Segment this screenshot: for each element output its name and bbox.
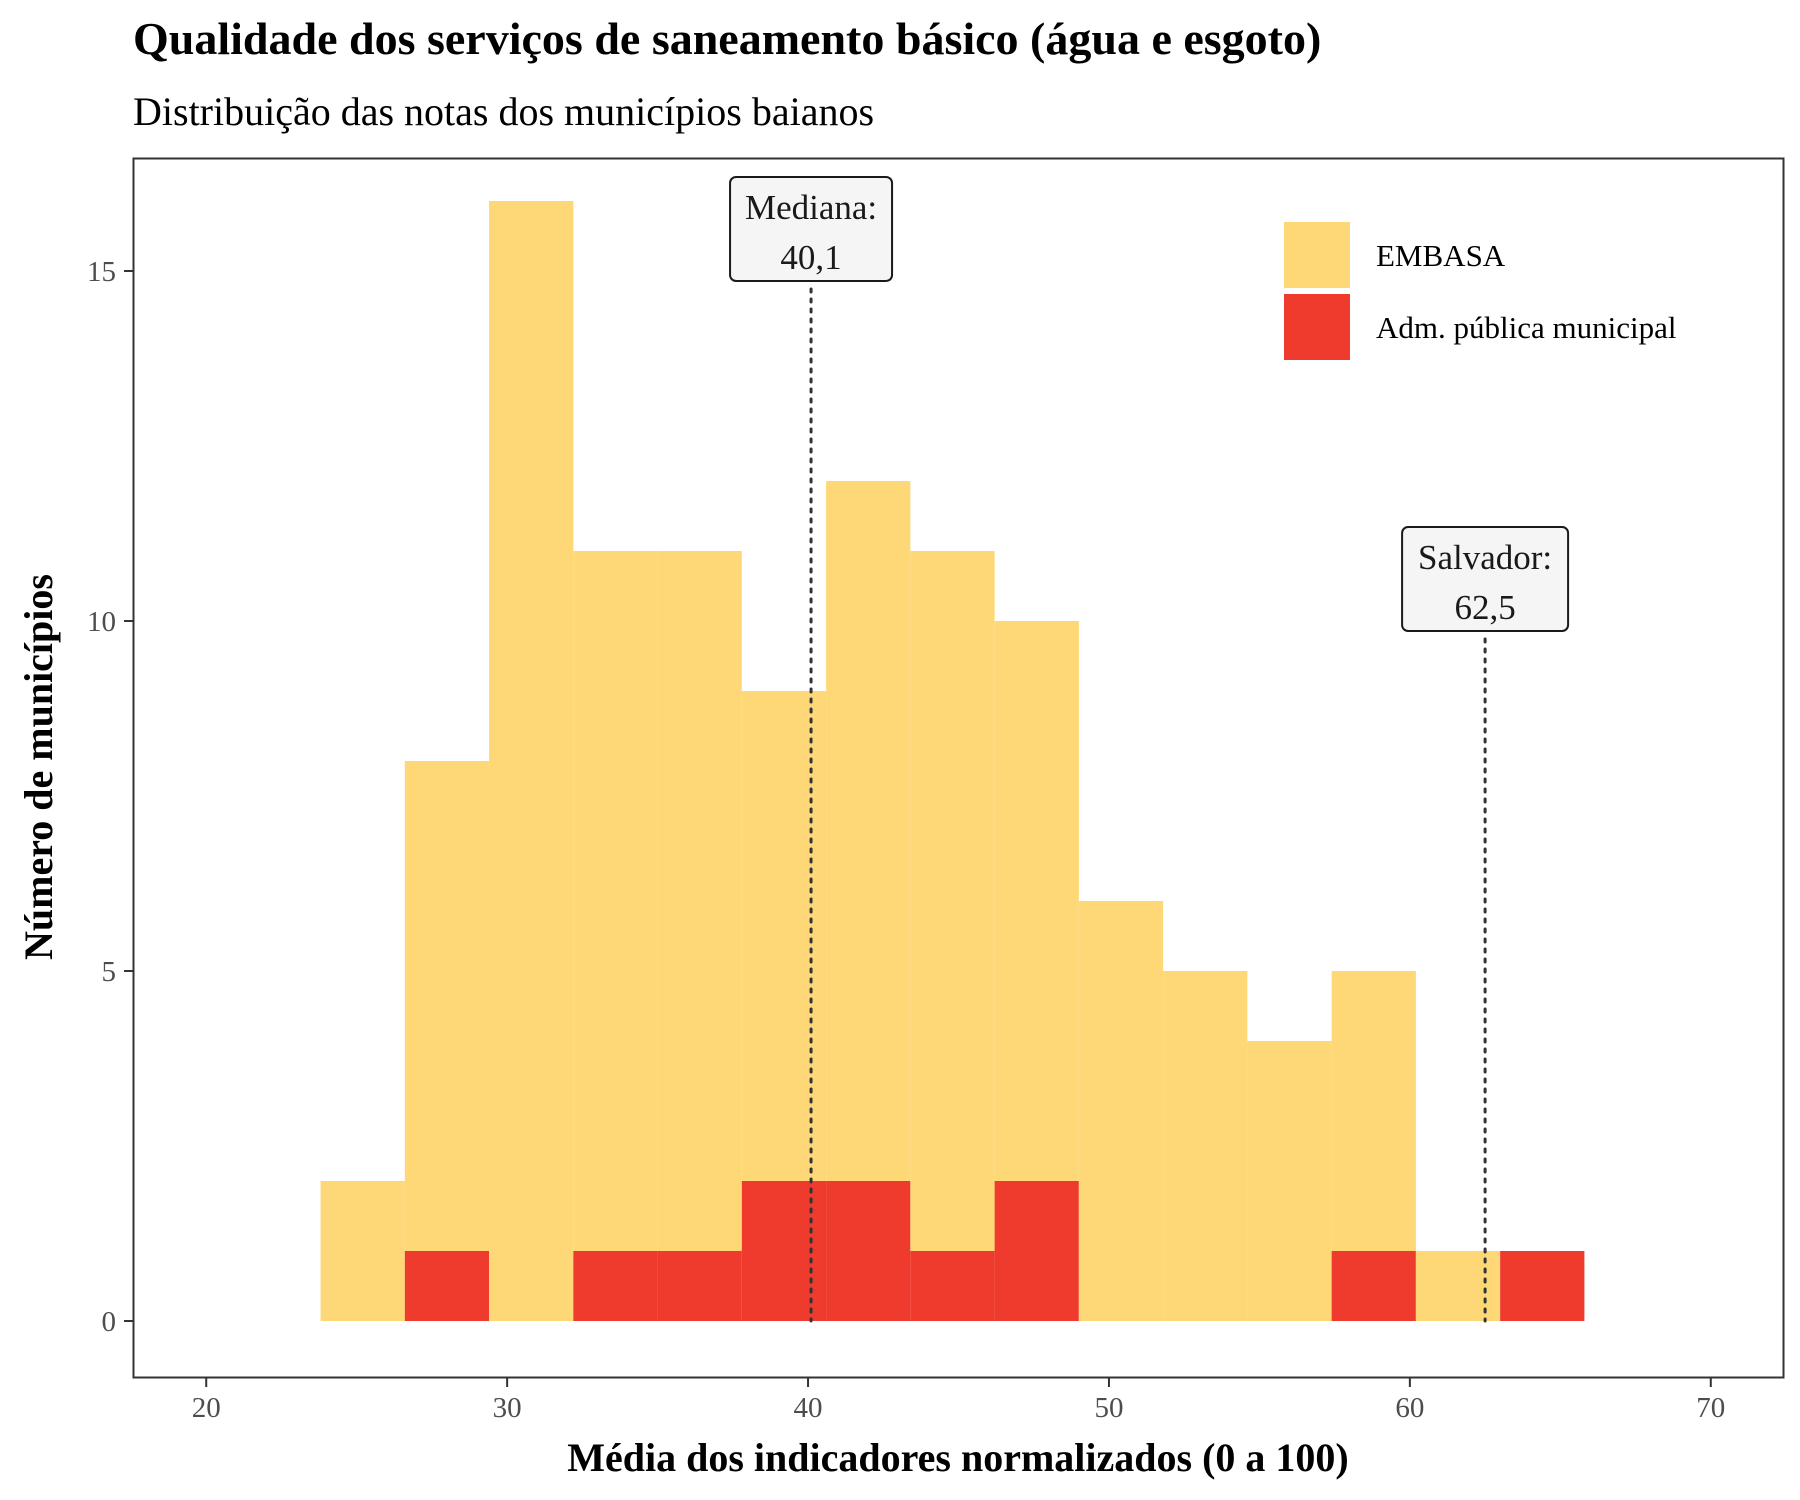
bar-embasa-2 [489,201,574,1321]
bar-adm-municipal-7 [910,1251,995,1321]
x-tick-label-50: 50 [1094,1392,1123,1424]
axes-layer: 20 30 40 50 60 70 0 5 10 15 [87,256,1725,1424]
chart-subtitle: Distribuição das notas dos municípios ba… [133,89,875,134]
legend-key-1 [1284,294,1350,360]
x-tick-label-70: 70 [1696,1392,1725,1424]
bar-embasa-3 [573,551,658,1251]
x-tick-label-40: 40 [794,1392,823,1424]
annotation-label-0-line1: Mediana: [745,188,877,227]
annotation-label-1-line2: 62,5 [1454,588,1515,627]
bars-layer [320,201,1585,1321]
plot-panel-border [132,157,1785,1379]
y-tick-label-10: 10 [87,606,116,638]
reference-lines-layer: Mediana: 40,1 Salvador: 62,5 [729,176,1570,1323]
y-tick-label-0: 0 [102,1306,117,1338]
bar-adm-municipal-4 [657,1251,742,1321]
annotation-box-1 [1401,526,1570,632]
legend-label-1: Adm. pública municipal [1376,310,1676,345]
x-tick-label-30: 30 [493,1392,522,1424]
bar-embasa-9 [1078,901,1164,1321]
legend-label-0: EMBASA [1376,238,1506,273]
bar-embasa-12 [1331,971,1416,1251]
bar-adm-municipal-12 [1331,1251,1416,1321]
bar-embasa-6 [826,481,911,1181]
legend-key-0 [1284,222,1350,288]
bar-embasa-1 [404,761,490,1251]
y-tick-label-5: 5 [102,956,117,988]
y-tick-label-15: 15 [87,256,116,288]
legend: EMBASA Adm. pública municipal [1284,222,1676,360]
annotation-label-1-line1: Salvador: [1418,538,1552,577]
x-tick-label-20: 20 [192,1392,221,1424]
bar-embasa-13 [1415,1251,1501,1321]
bar-embasa-0 [320,1181,405,1321]
bar-adm-municipal-3 [573,1251,658,1321]
y-axis-title: Número de municípios [16,574,61,960]
bar-embasa-7 [910,551,995,1251]
bar-embasa-11 [1247,1041,1332,1321]
bar-adm-municipal-1 [404,1251,490,1321]
bar-embasa-8 [994,621,1079,1181]
bar-adm-municipal-8 [994,1181,1079,1321]
bar-embasa-4 [657,551,742,1251]
annotation-label-0-line2: 40,1 [780,238,841,277]
bar-adm-municipal-14 [1500,1251,1585,1321]
annotation-box-0 [729,176,894,282]
bar-adm-municipal-5 [741,1181,827,1321]
bar-embasa-10 [1163,971,1248,1321]
chart-title: Qualidade dos serviços de saneamento bás… [133,13,1322,64]
bar-embasa-5 [741,691,827,1181]
x-tick-label-60: 60 [1395,1392,1424,1424]
bar-adm-municipal-6 [826,1181,911,1321]
x-axis-title: Média dos indicadores normalizados (0 a … [567,1435,1349,1480]
